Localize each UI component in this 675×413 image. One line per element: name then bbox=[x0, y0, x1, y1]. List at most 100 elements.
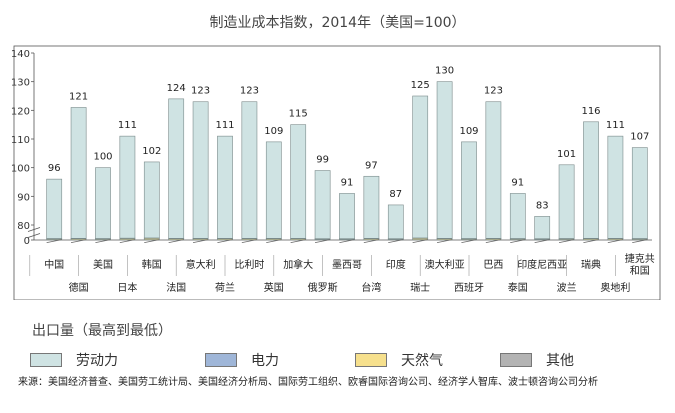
y-tick-label: 130 bbox=[11, 78, 30, 89]
category-label: 俄罗斯 bbox=[308, 281, 338, 294]
legend-label-labor: 劳动力 bbox=[76, 353, 118, 369]
value-labels-group: 96 121 100 111 102 124 123 111 123 109 115 99 91 97 87… bbox=[48, 66, 650, 212]
bar-base-hatch bbox=[70, 239, 87, 244]
bar-base-hatch bbox=[485, 239, 502, 244]
bar-base-hatch bbox=[607, 239, 624, 244]
y-tick-label: 80 bbox=[17, 221, 30, 232]
category-label: 奥地利 bbox=[600, 281, 630, 294]
axis-break-mark bbox=[27, 233, 41, 238]
bar-segment-labor bbox=[509, 193, 526, 239]
value-label: 115 bbox=[289, 109, 308, 120]
legend-label-other: 其他 bbox=[546, 353, 574, 369]
legend-item-natural-gas: 天然气 bbox=[355, 350, 443, 370]
order-note: 出口量（最高到最低） bbox=[32, 323, 172, 339]
bar-base-hatch bbox=[266, 239, 282, 244]
category-label: 韩国 bbox=[142, 258, 162, 271]
y-axis: 0 80 90 100 110 120 130 140 bbox=[11, 49, 652, 247]
y-tick-label: 110 bbox=[11, 135, 30, 146]
value-label: 99 bbox=[316, 155, 329, 166]
legend: 劳动力 电力 天然气 其他 bbox=[30, 350, 670, 374]
category-label: 瑞典 bbox=[581, 258, 601, 271]
value-label: 83 bbox=[536, 200, 549, 211]
legend-label-natural-gas: 天然气 bbox=[401, 353, 443, 369]
bar-segment-labor bbox=[143, 161, 160, 239]
category-label: 比利时 bbox=[234, 259, 264, 271]
bar-base-hatch bbox=[241, 239, 258, 244]
bar-segment-labor bbox=[631, 147, 648, 239]
legend-swatch-natural-gas bbox=[355, 353, 387, 367]
bar-segment-labor bbox=[217, 135, 233, 239]
legend-item-labor: 劳动力 bbox=[30, 350, 118, 370]
bar-base-hatch bbox=[363, 239, 380, 244]
bar-segment-labor bbox=[46, 178, 63, 239]
bar-base-hatch bbox=[583, 239, 599, 244]
bar-base-hatch bbox=[46, 239, 62, 244]
bar-segment-labor bbox=[461, 141, 477, 239]
legend-swatch-other bbox=[500, 353, 532, 367]
value-label: 116 bbox=[581, 106, 600, 117]
category-label: 法国 bbox=[166, 281, 186, 294]
category-label: 加拿大 bbox=[283, 258, 313, 271]
chart-title: 制造业成本指数，2014年（美国=100） bbox=[209, 15, 466, 31]
y-tick-label: 0 bbox=[24, 236, 30, 247]
bar-base-hatch bbox=[388, 239, 404, 244]
bar-segment-labor bbox=[192, 101, 209, 239]
bar-segment-labor bbox=[95, 167, 111, 239]
value-label: 123 bbox=[484, 86, 503, 97]
bar-segment-labor bbox=[387, 204, 404, 239]
value-label: 107 bbox=[630, 132, 649, 143]
bar-segment-labor bbox=[314, 170, 331, 239]
y-tick-label: 100 bbox=[11, 164, 30, 175]
category-label: 印度 bbox=[386, 258, 406, 271]
value-label: 100 bbox=[93, 152, 112, 163]
bar-base-hatch bbox=[461, 239, 477, 244]
bar-base-hatch bbox=[168, 239, 184, 244]
category-label: 巴西 bbox=[483, 259, 503, 271]
bar-base-hatch bbox=[436, 239, 453, 244]
category-label: 英国 bbox=[264, 281, 284, 294]
bar-segment-labor bbox=[412, 95, 429, 239]
category-label: 美国 bbox=[93, 258, 113, 271]
legend-swatch-electricity bbox=[205, 353, 237, 367]
category-label: 德国 bbox=[69, 281, 89, 294]
bar-base-hatch bbox=[339, 239, 355, 244]
bar-base-hatch bbox=[412, 239, 428, 244]
bar-segment-labor bbox=[558, 164, 575, 239]
source-note: 来源：美国经济普查、美国劳工统计局、美国经济分析局、国际劳工组织、欧睿国际咨询公… bbox=[18, 377, 598, 388]
category-label: 波兰 bbox=[557, 281, 577, 294]
bar-segment-labor bbox=[339, 193, 355, 239]
value-label: 125 bbox=[411, 80, 430, 91]
value-label: 96 bbox=[48, 163, 61, 174]
bar-base-hatch bbox=[217, 239, 233, 244]
category-label: 印度尼西亚 bbox=[517, 258, 567, 271]
category-label: 日本 bbox=[117, 281, 137, 294]
bar-segment-labor bbox=[265, 141, 282, 239]
bar-segment-labor bbox=[168, 98, 185, 239]
legend-item-other: 其他 bbox=[500, 350, 574, 370]
y-tick-label: 120 bbox=[11, 106, 30, 117]
value-label: 111 bbox=[215, 120, 234, 131]
bar-base-hatch bbox=[632, 239, 648, 244]
category-label: 意大利 bbox=[186, 258, 216, 271]
value-label: 109 bbox=[459, 126, 478, 137]
bar-base-hatch bbox=[192, 239, 209, 244]
bar-base-hatch bbox=[534, 239, 550, 244]
value-label: 97 bbox=[365, 160, 378, 171]
category-label: 荷兰 bbox=[215, 281, 235, 294]
bar-base-hatch bbox=[144, 239, 160, 244]
stacked-bar-chart: 0 80 90 100 110 120 130 140 96 121 100 111 102 124 12… bbox=[11, 45, 661, 300]
value-label: 124 bbox=[167, 83, 186, 94]
value-label: 101 bbox=[557, 149, 576, 160]
bar-segment-labor bbox=[290, 124, 307, 239]
bar-base-hatch bbox=[314, 239, 331, 244]
value-label: 102 bbox=[142, 146, 161, 157]
category-label: 澳大利亚 bbox=[425, 258, 465, 271]
bar-segment-labor bbox=[70, 107, 87, 239]
value-label: 130 bbox=[435, 66, 454, 77]
legend-label-electricity: 电力 bbox=[251, 353, 279, 369]
y-tick-label: 90 bbox=[17, 192, 30, 203]
bar-segment-labor bbox=[583, 121, 599, 239]
value-label: 91 bbox=[511, 177, 524, 188]
legend-item-electricity: 电力 bbox=[205, 350, 279, 370]
bar-segment-labor bbox=[485, 101, 502, 239]
